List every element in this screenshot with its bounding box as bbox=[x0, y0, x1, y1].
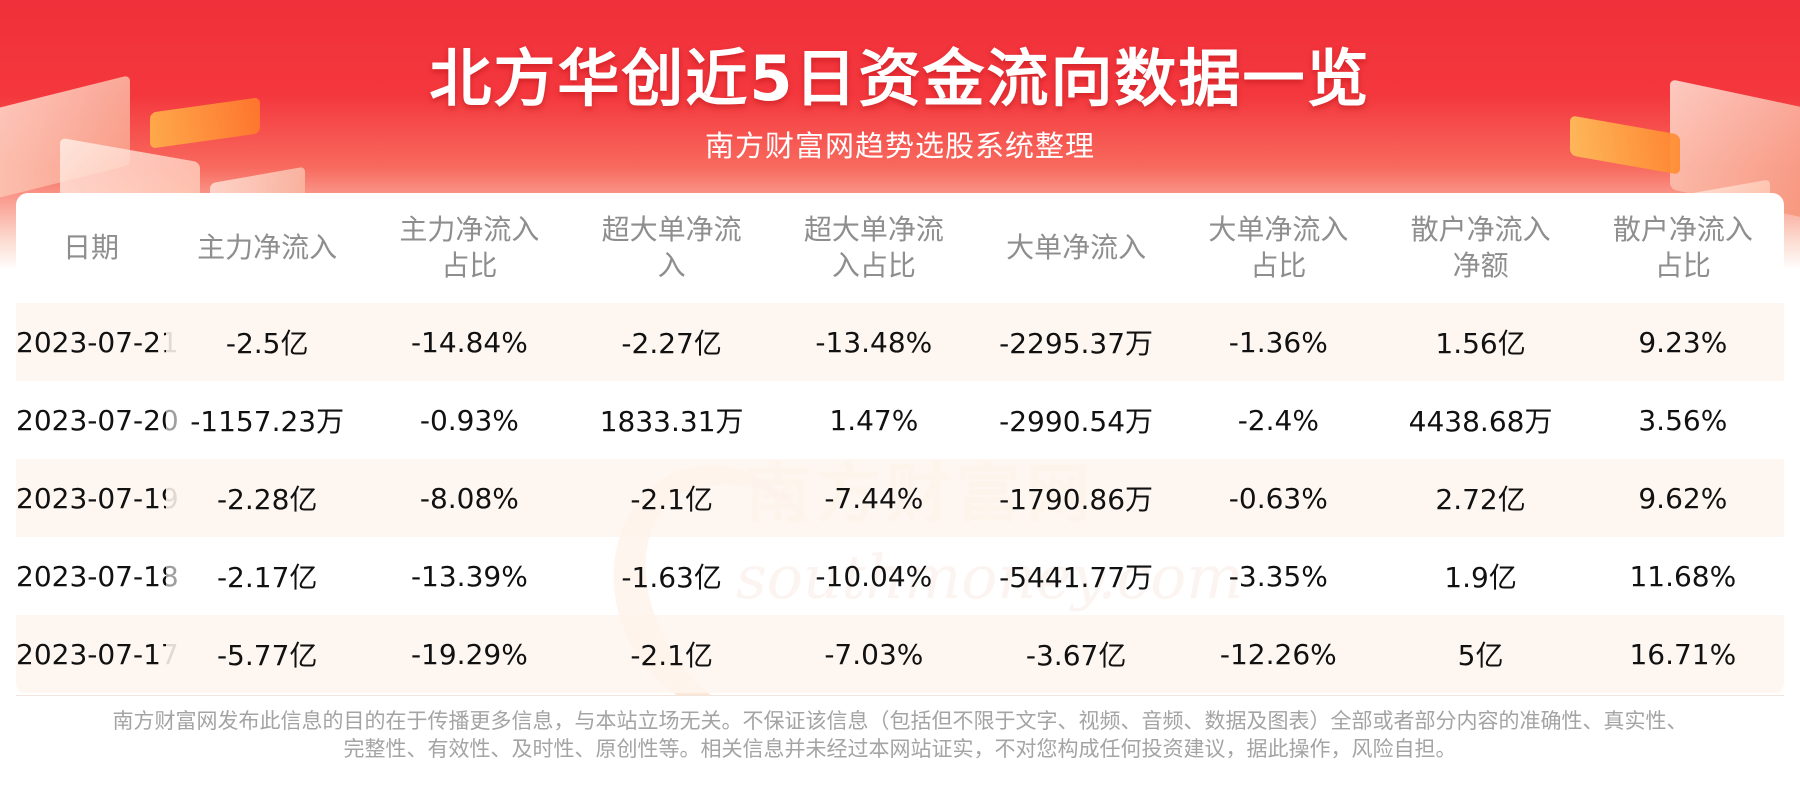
value-cell: 1833.31万 bbox=[570, 381, 773, 459]
value-cell: -2295.37万 bbox=[974, 303, 1178, 381]
column-header: 主力净流入 占比 bbox=[368, 193, 570, 303]
date-cell: 2023-07-17 bbox=[16, 615, 179, 693]
table-body: 2023-07-21 -2.5亿 -14.84% -2.27亿 -13.48% -2295… bbox=[16, 303, 1784, 693]
column-header-line: 大单净流入 bbox=[1006, 231, 1147, 264]
value-cell: -7.44% bbox=[772, 459, 975, 537]
table-row: 2023-07-21 -2.5亿 -14.84% -2.27亿 -13.48% -2295… bbox=[16, 303, 1784, 381]
value-cell: 2.72亿 bbox=[1379, 459, 1582, 537]
value-cell: -1790.86万 bbox=[974, 459, 1178, 537]
page-subtitle: 南方财富网趋势选股系统整理 bbox=[704, 129, 1095, 163]
date-cell: 2023-07-20 bbox=[16, 381, 179, 459]
page-title: 北方华创近5日资金流向数据一览 bbox=[429, 42, 1371, 115]
value-cell: -0.93% bbox=[368, 381, 571, 459]
value-cell: -0.63% bbox=[1177, 459, 1380, 537]
value-cell: -2.17亿 bbox=[166, 537, 369, 615]
table-row: 2023-07-19 -2.28亿 -8.08% -2.1亿 -7.44% -1790.8… bbox=[16, 459, 1784, 537]
disclaimer-line-1: 南方财富网发布此信息的目的在于传播更多信息，与本站立场无关。不保证该信息（包括但… bbox=[112, 709, 1688, 733]
value-cell: -2.5亿 bbox=[166, 303, 369, 381]
value-cell: -2990.54万 bbox=[974, 381, 1178, 459]
table-row: 2023-07-20 -1157.23万 -0.93% 1833.31万 1.47% -2… bbox=[16, 381, 1784, 459]
column-header-line: 散户净流入 bbox=[1410, 213, 1551, 246]
value-cell: 1.56亿 bbox=[1379, 303, 1582, 381]
value-cell: -2.1亿 bbox=[570, 459, 773, 537]
value-cell: -1157.23万 bbox=[166, 381, 369, 459]
value-cell: -5.77亿 bbox=[166, 615, 369, 693]
value-cell: -1.36% bbox=[1177, 303, 1380, 381]
column-header: 超大单净流入 bbox=[571, 193, 773, 303]
table-header-row: 日期 主力净流入 主力净流入 占比 超大单净流入超大单净流 入占比 大单净流入 大单净流入 占比… bbox=[16, 193, 1784, 303]
value-cell: -8.08% bbox=[368, 459, 571, 537]
column-header-line: 占比 bbox=[1250, 249, 1307, 282]
value-cell: -1.63亿 bbox=[570, 537, 773, 615]
divider bbox=[16, 695, 1784, 696]
value-cell: 16.71% bbox=[1581, 615, 1784, 693]
value-cell: 5亿 bbox=[1379, 615, 1582, 693]
table-row: 2023-07-18 -2.17亿 -13.39% -1.63亿 -10.04% -544… bbox=[16, 537, 1784, 615]
value-cell: -3.35% bbox=[1177, 537, 1380, 615]
value-cell: 1.47% bbox=[772, 381, 975, 459]
value-cell: 9.23% bbox=[1581, 303, 1784, 381]
column-header: 超大单净流 入占比 bbox=[773, 193, 975, 303]
value-cell: -12.26% bbox=[1177, 615, 1380, 693]
value-cell: 11.68% bbox=[1581, 537, 1784, 615]
column-header-line: 占比 bbox=[441, 249, 498, 282]
column-header-line: 入占比 bbox=[831, 249, 916, 282]
column-header-line: 占比 bbox=[1654, 249, 1711, 282]
date-cell: 2023-07-19 bbox=[16, 459, 179, 537]
column-header: 大单净流入 bbox=[975, 193, 1177, 303]
column-header-line: 净额 bbox=[1452, 249, 1509, 282]
value-cell: -2.4% bbox=[1177, 381, 1380, 459]
value-cell: -5441.77万 bbox=[974, 537, 1178, 615]
column-header: 散户净流入 占比 bbox=[1582, 193, 1784, 303]
value-cell: -13.39% bbox=[368, 537, 571, 615]
column-header: 日期 bbox=[16, 193, 166, 303]
column-header-line: 大单净流入 bbox=[1208, 213, 1349, 246]
value-cell: 1.9亿 bbox=[1379, 537, 1582, 615]
disclaimer: 南方财富网发布此信息的目的在于传播更多信息，与本站立场无关。不保证该信息（包括但… bbox=[0, 707, 1800, 763]
date-cell: 2023-07-21 bbox=[16, 303, 179, 381]
column-header-line: 日期 bbox=[63, 231, 120, 264]
date-cell: 2023-07-18 bbox=[16, 537, 179, 615]
value-cell: 4438.68万 bbox=[1379, 381, 1582, 459]
value-cell: -3.67亿 bbox=[974, 615, 1178, 693]
value-cell: -2.1亿 bbox=[570, 615, 773, 693]
column-header: 大单净流入 占比 bbox=[1177, 193, 1379, 303]
value-cell: -2.28亿 bbox=[166, 459, 369, 537]
value-cell: -13.48% bbox=[772, 303, 975, 381]
column-header: 主力净流入 bbox=[166, 193, 368, 303]
column-header-line: 散户净流入 bbox=[1612, 213, 1753, 246]
value-cell: -7.03% bbox=[772, 615, 975, 693]
data-card: 南方财富网 southmoney.com 日期主力净流入主力净流入占比超大单净流… bbox=[16, 193, 1784, 695]
column-header-line: 入 bbox=[657, 249, 686, 282]
fund-flow-table: 日期 主力净流入 主力净流入 占比 超大单净流入超大单净流 入占比 大单净流入 大单净流入 占比… bbox=[16, 193, 1784, 693]
table-row: 2023-07-17 -5.77亿 -19.29% -2.1亿 -7.03% -3.67亿… bbox=[16, 615, 1784, 693]
column-header: 散户净流入 净额 bbox=[1379, 193, 1581, 303]
column-header-line: 主力净流入 bbox=[197, 231, 338, 264]
disclaimer-line-2: 完整性、有效性、及时性、原创性等。相关信息并未经过本网站证实，不对您构成任何投资… bbox=[343, 737, 1457, 761]
column-header-line: 主力净流入 bbox=[399, 213, 540, 246]
value-cell: 3.56% bbox=[1581, 381, 1784, 459]
value-cell: -2.27亿 bbox=[570, 303, 773, 381]
value-cell: -10.04% bbox=[772, 537, 975, 615]
column-header-line: 超大单净流 bbox=[803, 213, 944, 246]
column-header-line: 超大单净流 bbox=[601, 213, 742, 246]
value-cell: 9.62% bbox=[1581, 459, 1784, 537]
value-cell: -19.29% bbox=[368, 615, 571, 693]
value-cell: -14.84% bbox=[368, 303, 571, 381]
